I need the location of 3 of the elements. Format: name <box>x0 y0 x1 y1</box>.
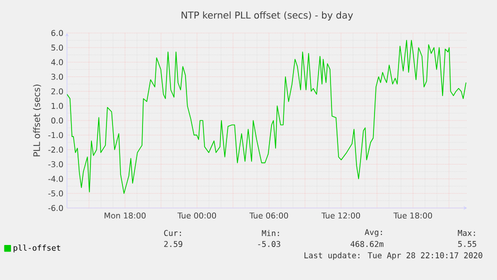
y-axis-title: PLL offset (secs) <box>33 84 42 156</box>
chart-title: NTP kernel PLL offset (secs) - by day <box>182 11 353 21</box>
line-series <box>67 40 466 194</box>
